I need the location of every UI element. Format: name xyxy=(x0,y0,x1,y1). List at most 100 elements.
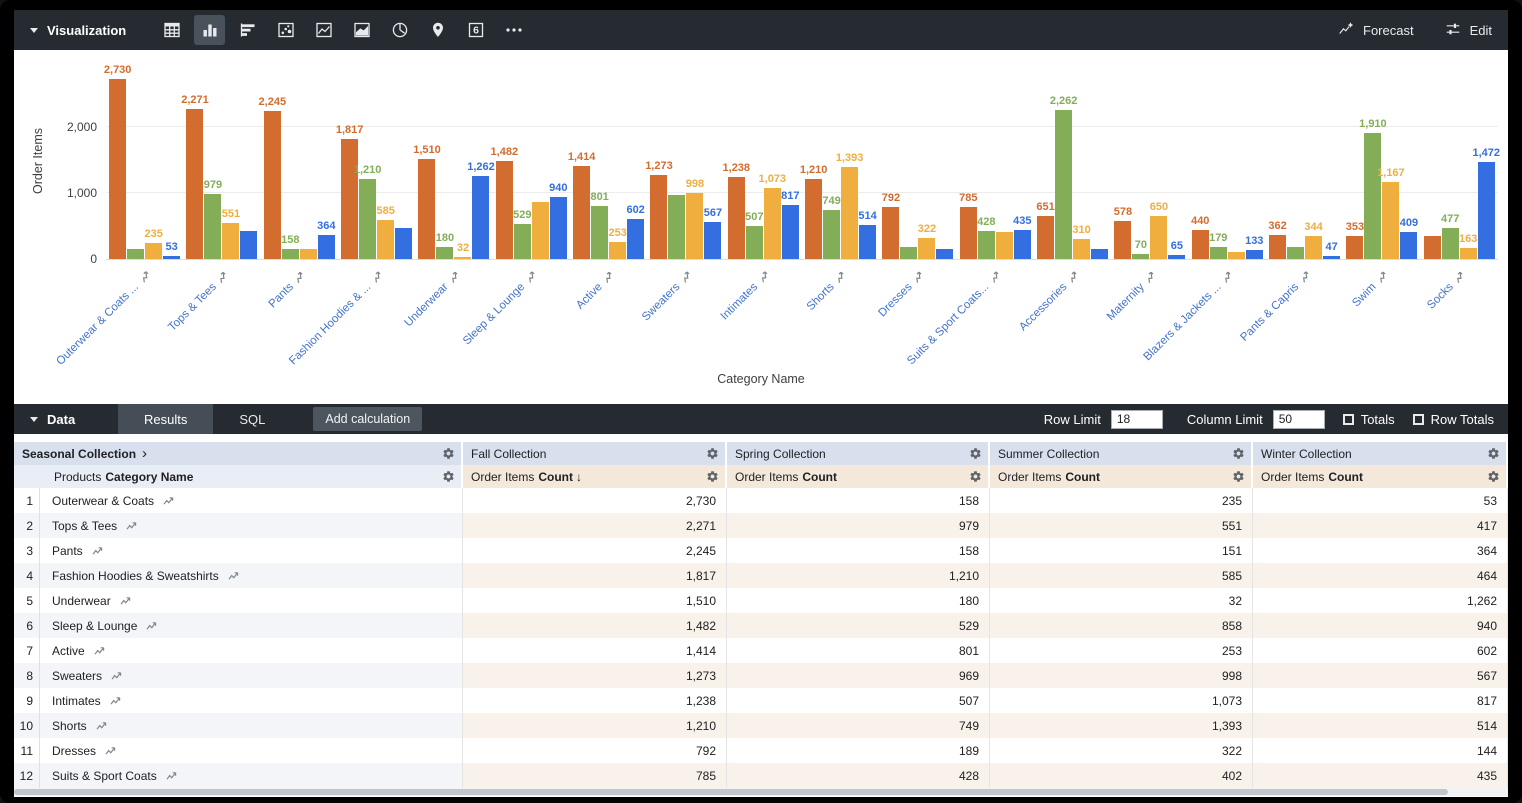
order-items-count-cell[interactable]: 858 xyxy=(990,613,1253,638)
order-items-count-cell[interactable]: 464 xyxy=(1253,563,1508,588)
bar[interactable]: 65 xyxy=(1168,240,1186,259)
bar[interactable]: 1,414 xyxy=(568,151,595,259)
bar[interactable]: 133 xyxy=(1245,235,1263,259)
tab-sql[interactable]: SQL xyxy=(239,411,266,427)
header-products-category-name[interactable]: Products Category Name xyxy=(14,465,463,488)
order-items-count-cell[interactable]: 1,238 xyxy=(463,688,727,713)
header-summer-collection[interactable]: Summer Collection xyxy=(990,442,1253,465)
bar[interactable]: 785 xyxy=(959,192,977,259)
bar[interactable]: 2,271 xyxy=(181,94,209,259)
order-items-count-cell[interactable]: 2,245 xyxy=(463,538,727,563)
category-name-cell[interactable]: 10 Shorts xyxy=(14,713,463,738)
bar[interactable] xyxy=(395,228,413,259)
order-items-count-cell[interactable]: 585 xyxy=(990,563,1253,588)
column-limit-input[interactable] xyxy=(1272,409,1325,429)
drill-icon[interactable] xyxy=(126,521,137,531)
gear-icon[interactable] xyxy=(969,447,982,460)
category-name-cell[interactable]: 11 Dresses xyxy=(14,738,463,763)
bar[interactable]: 1,393 xyxy=(836,152,863,259)
order-items-count-cell[interactable]: 785 xyxy=(463,763,727,788)
bar[interactable]: 1,817 xyxy=(336,124,363,259)
totals-checkbox[interactable] xyxy=(1342,413,1354,425)
bar[interactable]: 578 xyxy=(1114,206,1132,259)
drill-icon[interactable] xyxy=(92,546,103,556)
bar[interactable]: 567 xyxy=(704,207,722,259)
bar[interactable]: 1,167 xyxy=(1377,167,1405,259)
bar[interactable]: 514 xyxy=(858,210,877,259)
x-axis-category-label[interactable]: Pants & Capris xyxy=(1238,269,1313,344)
category-name[interactable]: Intimates xyxy=(52,693,101,708)
order-items-count-cell[interactable]: 529 xyxy=(727,613,990,638)
drill-icon[interactable] xyxy=(105,746,116,756)
order-items-count-cell[interactable]: 1,210 xyxy=(727,563,990,588)
gear-icon[interactable] xyxy=(1232,447,1245,460)
bar[interactable]: 364 xyxy=(317,220,335,259)
bar[interactable]: 344 xyxy=(1304,221,1323,259)
order-items-count-cell[interactable]: 514 xyxy=(1253,713,1508,738)
order-items-count-cell[interactable]: 567 xyxy=(1253,663,1508,688)
x-axis-category-label[interactable]: Pants xyxy=(267,269,308,310)
bar[interactable]: 409 xyxy=(1400,217,1418,259)
bar[interactable]: 979 xyxy=(204,179,222,259)
row-totals-checkbox[interactable] xyxy=(1412,413,1424,425)
bar[interactable]: 180 xyxy=(436,232,454,259)
add-calculation-button[interactable]: Add calculation xyxy=(313,407,423,431)
category-name-cell[interactable]: 12 Suits & Sport Coats xyxy=(14,763,463,788)
header-winter-collection[interactable]: Winter Collection xyxy=(1253,442,1508,465)
data-section-toggle[interactable]: Data xyxy=(30,412,118,427)
order-items-count-cell[interactable]: 940 xyxy=(1253,613,1508,638)
bar[interactable]: 650 xyxy=(1150,201,1168,259)
order-items-count-cell[interactable]: 144 xyxy=(1253,738,1508,763)
drill-icon[interactable] xyxy=(96,721,107,731)
bar[interactable]: 70 xyxy=(1132,239,1150,259)
bar[interactable]: 940 xyxy=(549,182,567,259)
x-axis-category-label[interactable]: Underwear xyxy=(402,269,462,329)
order-items-count-cell[interactable]: 32 xyxy=(990,588,1253,613)
order-items-count-cell[interactable]: 1,510 xyxy=(463,588,727,613)
order-items-count-cell[interactable]: 749 xyxy=(727,713,990,738)
bar[interactable]: 253 xyxy=(608,227,627,259)
bar[interactable]: 1,273 xyxy=(645,160,673,259)
order-items-count-cell[interactable]: 180 xyxy=(727,588,990,613)
single-value-icon[interactable]: 6 xyxy=(460,15,491,45)
bar[interactable]: 1,910 xyxy=(1359,118,1387,259)
category-name[interactable]: Sleep & Lounge xyxy=(52,618,138,633)
bar[interactable]: 529 xyxy=(513,209,531,259)
sort-desc-icon[interactable]: ↓ xyxy=(576,469,583,484)
category-name[interactable]: Dresses xyxy=(52,743,97,758)
x-axis-category-label[interactable]: Swim xyxy=(1350,269,1390,309)
order-items-count-cell[interactable]: 792 xyxy=(463,738,727,763)
order-items-count-cell[interactable]: 235 xyxy=(990,488,1253,513)
bar[interactable]: 477 xyxy=(1441,213,1459,259)
bar[interactable]: 362 xyxy=(1268,220,1287,259)
drill-icon[interactable] xyxy=(146,621,157,631)
drill-icon[interactable] xyxy=(166,771,177,781)
bar[interactable]: 1,210 xyxy=(800,164,827,259)
category-name-cell[interactable]: 6 Sleep & Lounge xyxy=(14,613,463,638)
line-chart-icon[interactable] xyxy=(308,15,339,45)
category-name[interactable]: Fashion Hoodies & Sweatshirts xyxy=(52,568,219,583)
x-axis-category-label[interactable]: Sweaters xyxy=(640,269,694,323)
x-axis-category-label[interactable]: Fashion Hoodies & ... xyxy=(287,269,385,367)
order-items-count-cell[interactable]: 998 xyxy=(990,663,1253,688)
x-axis-category-label[interactable]: Dresses xyxy=(876,269,926,319)
category-name-cell[interactable]: 1 Outerwear & Coats xyxy=(14,488,463,513)
x-axis-category-label[interactable]: Intimates xyxy=(718,269,772,323)
row-chart-icon[interactable] xyxy=(232,15,263,45)
bar[interactable] xyxy=(1287,247,1305,259)
order-items-count-cell[interactable]: 1,262 xyxy=(1253,588,1508,613)
order-items-count-cell[interactable]: 602 xyxy=(1253,638,1508,663)
header-seasonal-collection[interactable]: Seasonal Collection › xyxy=(14,442,463,465)
bar[interactable] xyxy=(668,195,686,259)
scatter-chart-icon[interactable] xyxy=(270,15,301,45)
row-limit-input[interactable] xyxy=(1110,409,1163,429)
scrollbar-thumb[interactable] xyxy=(14,789,1449,795)
x-axis-category-label[interactable]: Accessories xyxy=(1017,269,1081,333)
horizontal-scrollbar[interactable] xyxy=(14,788,1508,796)
gear-icon[interactable] xyxy=(442,470,455,483)
order-items-count-cell[interactable]: 158 xyxy=(727,538,990,563)
bar[interactable]: 651 xyxy=(1036,201,1055,259)
order-items-count-cell[interactable]: 817 xyxy=(1253,688,1508,713)
bar[interactable]: 440 xyxy=(1191,215,1209,259)
x-axis-category-label[interactable]: Shorts xyxy=(805,269,849,313)
